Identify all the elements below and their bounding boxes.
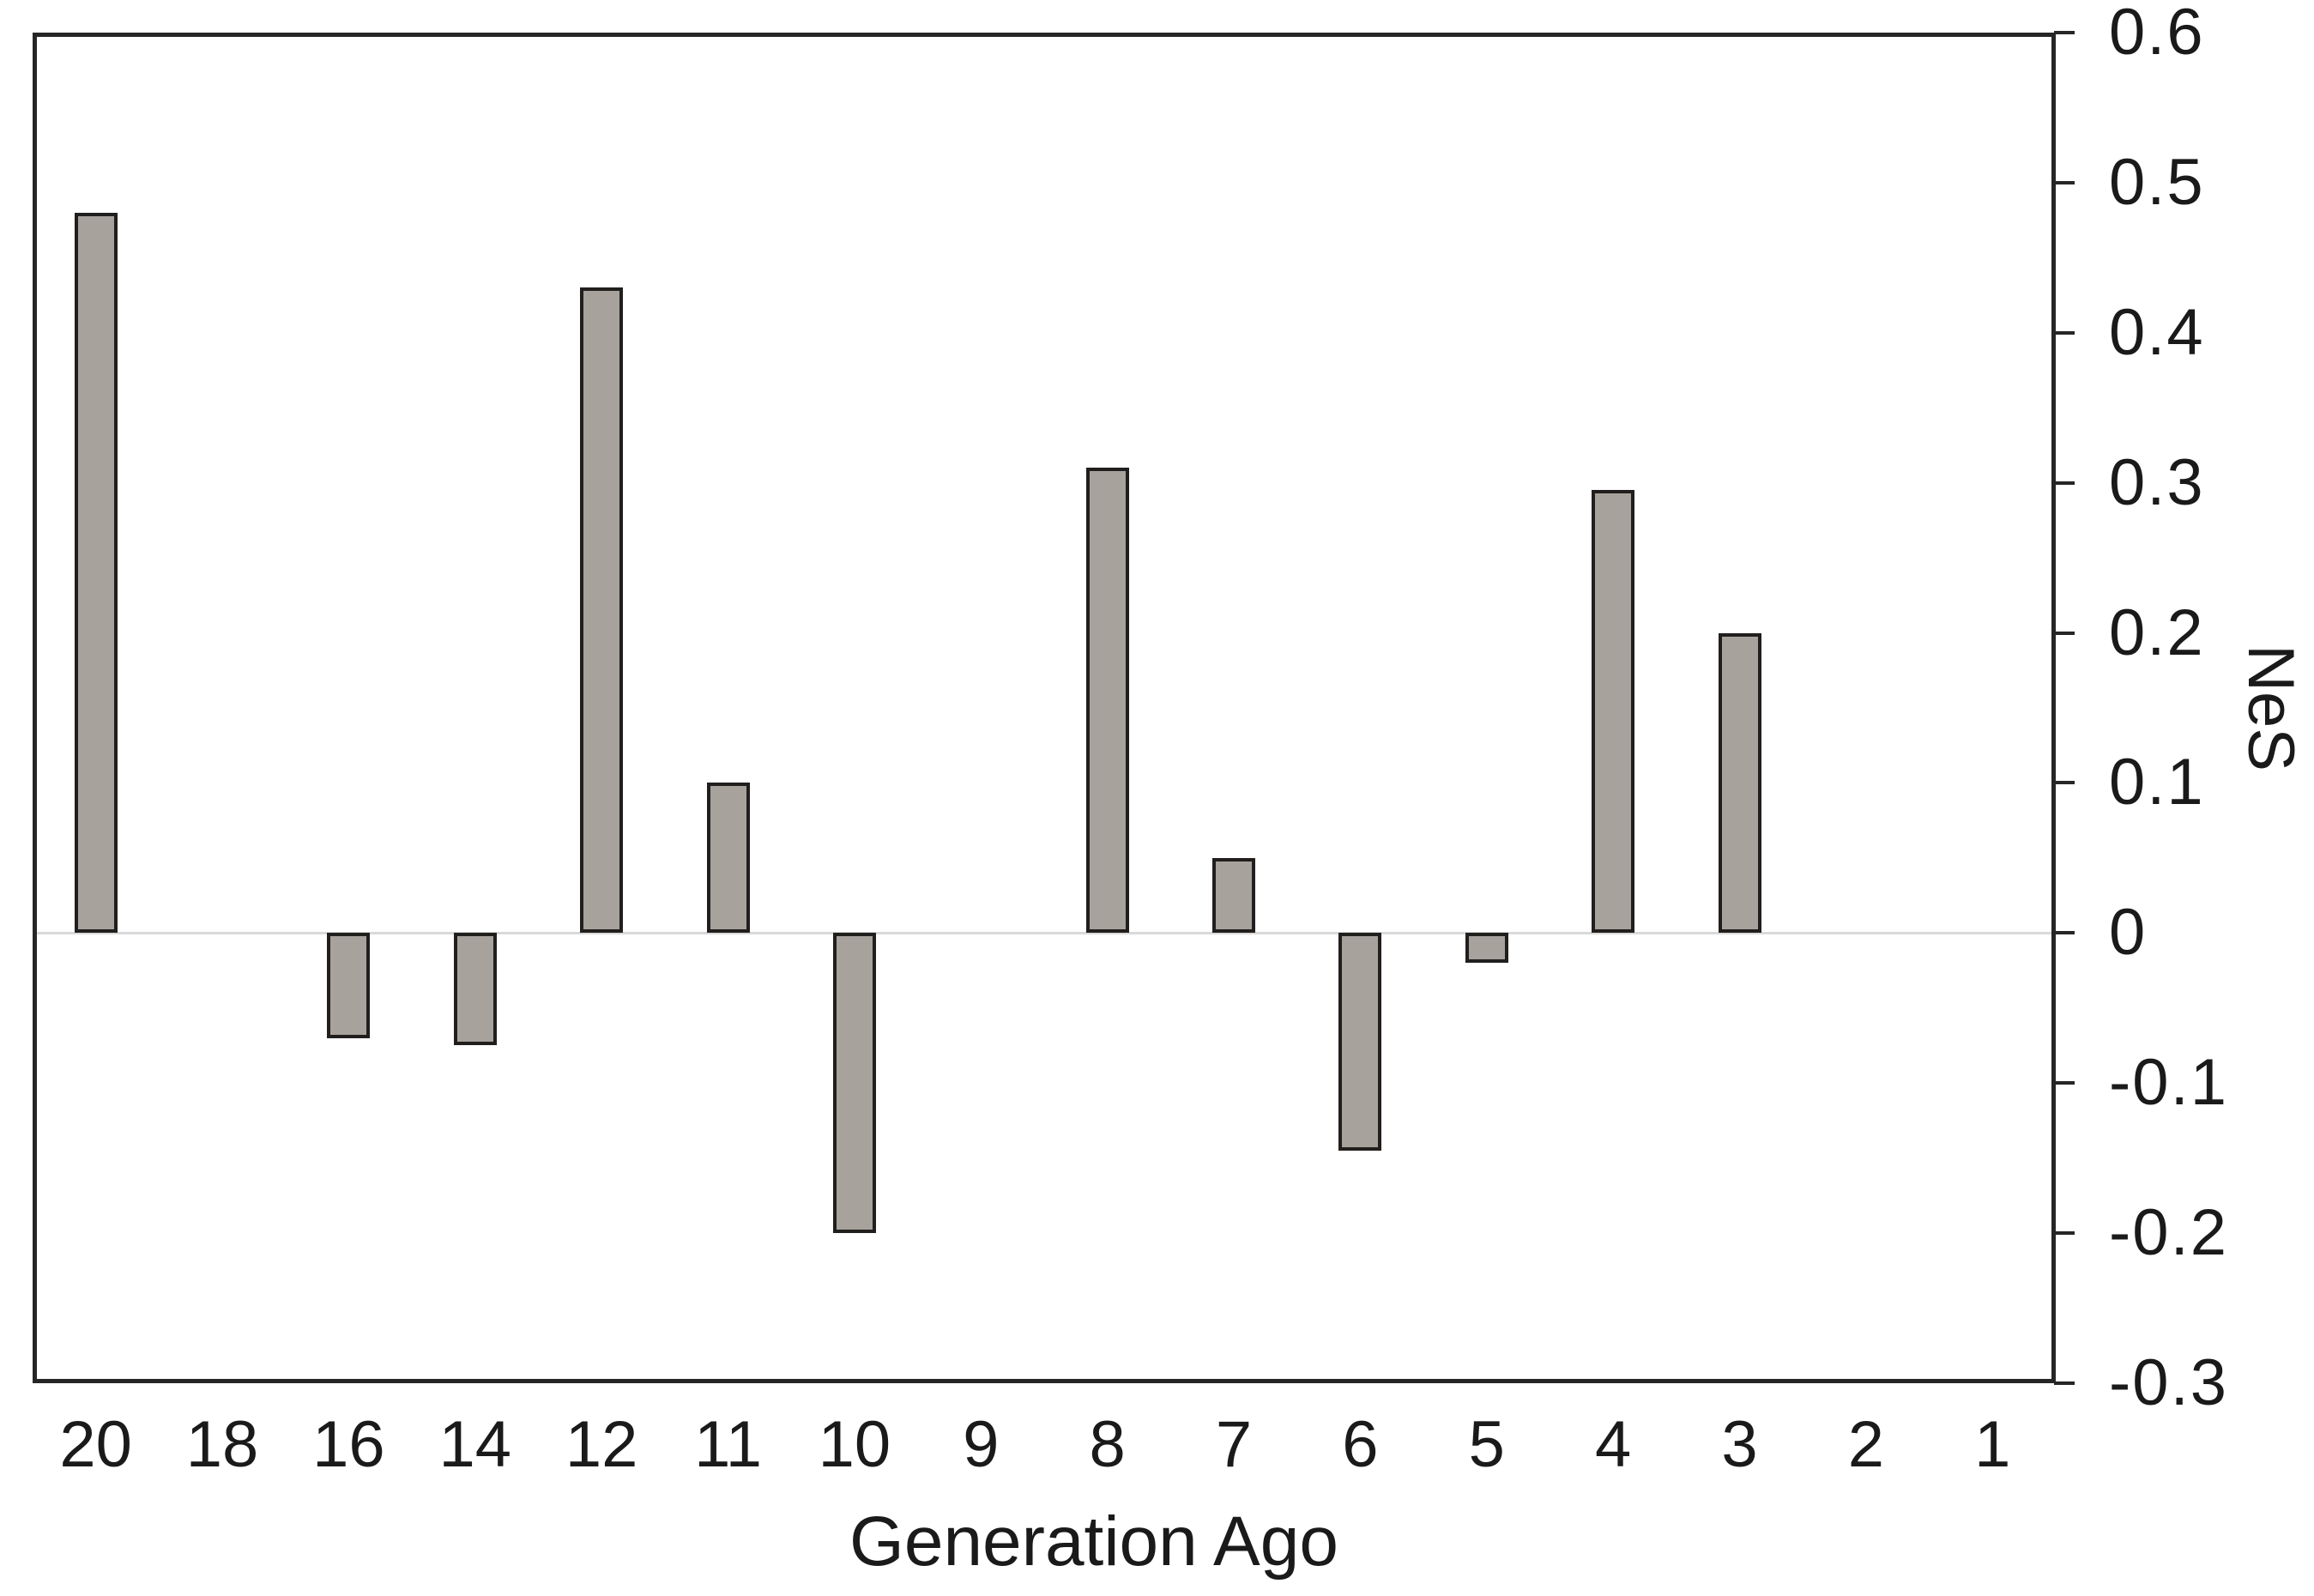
y-tick-label: -0.1 [2109,1046,2228,1120]
y-tick-label: -0.3 [2109,1346,2228,1419]
y-axis-title: NeS [2234,644,2307,771]
y-axis-tick [2054,330,2075,335]
x-axis-title: Generation Ago [849,1502,1338,1581]
x-tick-label: 3 [1721,1408,1758,1481]
bar-generation-12 [580,287,624,934]
x-tick-label: 11 [694,1408,763,1481]
x-tick-label: 18 [185,1408,259,1481]
x-tick-label: 6 [1342,1408,1379,1481]
y-axis-tick [2054,180,2075,184]
y-axis-tick [2054,931,2075,935]
y-axis-tick [2054,481,2075,485]
x-tick-label: 7 [1215,1408,1253,1481]
bar-generation-20 [74,212,118,934]
bar-generation-16 [327,933,371,1038]
bar-generation-7 [1212,857,1256,934]
y-tick-label: 0.6 [2109,0,2205,69]
plot-area [33,33,2056,1383]
bar-generation-8 [1085,468,1129,934]
bar-generation-11 [706,783,750,934]
x-tick-label: 12 [565,1408,638,1481]
x-tick-label: 2 [1847,1408,1885,1481]
y-axis-tick [2054,631,2075,635]
bar-generation-4 [1592,490,1635,934]
x-tick-label: 14 [438,1408,512,1481]
y-axis-tick [2054,31,2075,34]
y-tick-label: 0.1 [2109,746,2205,819]
x-tick-label: 16 [312,1408,385,1481]
x-tick-label: 1 [1974,1408,2011,1481]
bar-generation-6 [1338,933,1382,1151]
x-tick-label: 20 [59,1408,132,1481]
y-axis-tick [2054,781,2075,785]
bar-generation-3 [1718,632,1761,934]
bar-generation-14 [453,933,497,1046]
y-tick-label: 0.5 [2109,145,2205,219]
y-tick-label: 0.2 [2109,595,2205,669]
y-axis-tick [2054,1231,2075,1236]
x-tick-label: 4 [1595,1408,1632,1481]
x-tick-label: 8 [1089,1408,1126,1481]
x-tick-label: 10 [818,1408,891,1481]
y-tick-label: 0.3 [2109,445,2205,519]
y-tick-label: 0.4 [2109,295,2205,369]
y-tick-label: 0 [2109,896,2148,970]
x-tick-label: 5 [1468,1408,1505,1481]
zero-gridline [37,931,2051,934]
y-axis-tick [2054,1081,2075,1085]
y-axis-tick [2054,1381,2075,1385]
bar-generation-10 [832,933,876,1234]
x-tick-label: 9 [963,1408,1000,1481]
y-tick-label: -0.2 [2109,1196,2228,1270]
bar-generation-5 [1465,933,1508,964]
